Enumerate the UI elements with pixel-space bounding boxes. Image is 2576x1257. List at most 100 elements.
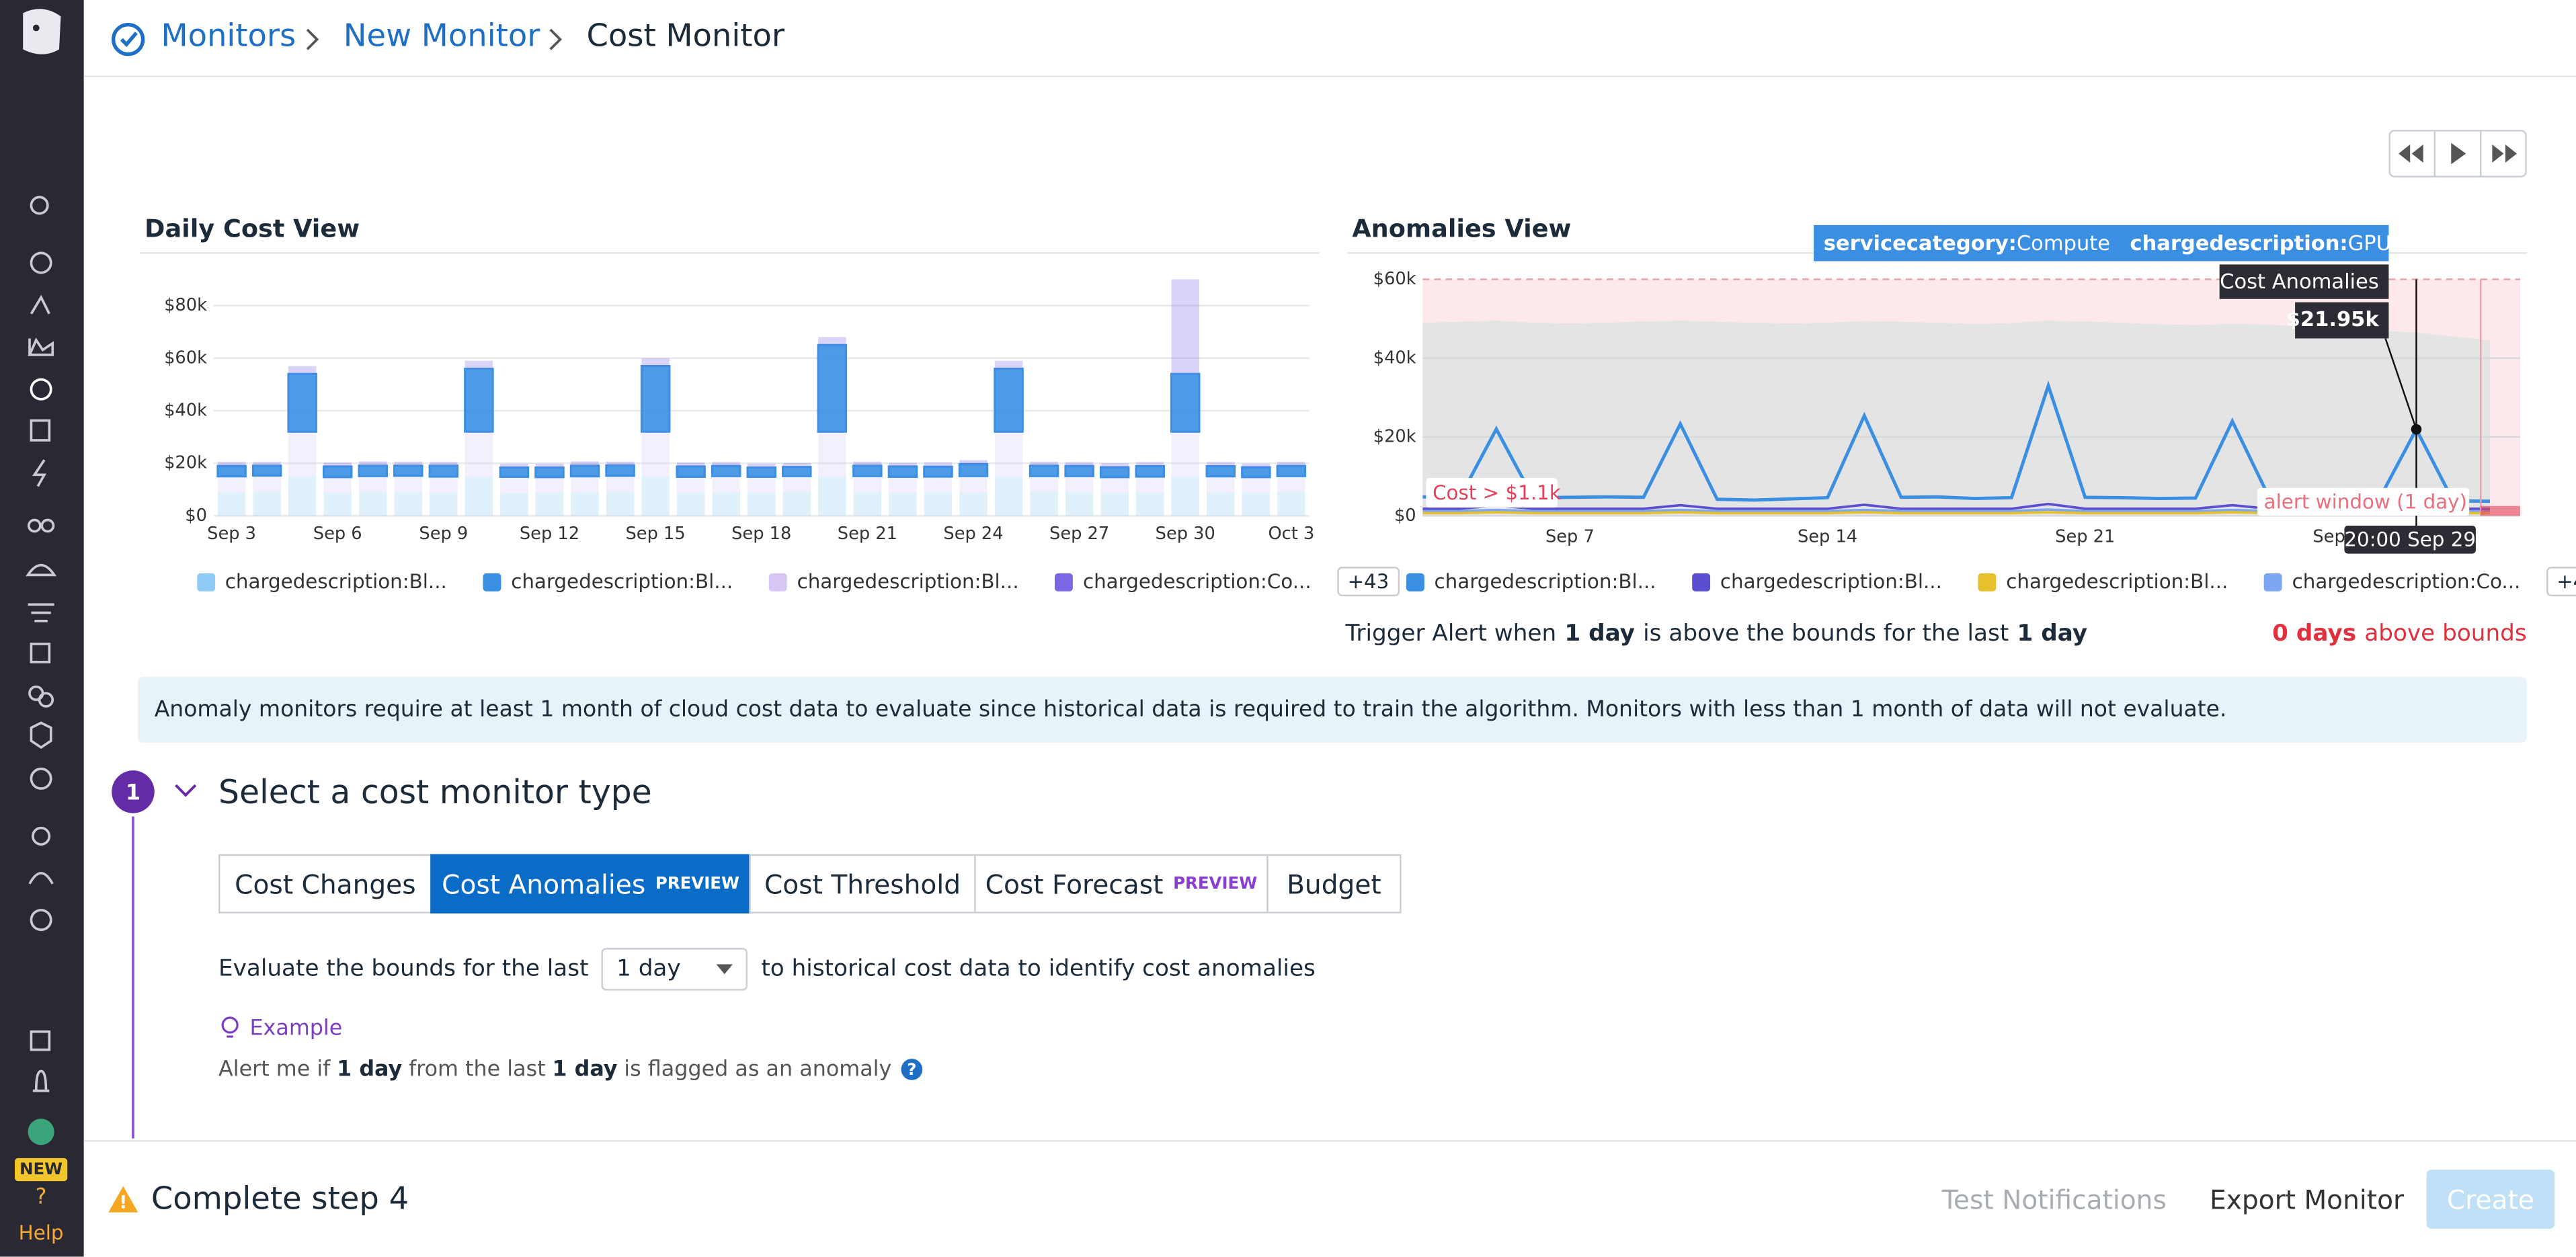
highlighted-bar-segment [287, 372, 317, 433]
nav-apm[interactable] [32, 459, 47, 487]
monitor-type-tab[interactable]: Cost Changes [218, 854, 432, 914]
monitor-type-tab[interactable]: Cost Threshold [749, 854, 976, 914]
nav-monitors[interactable] [30, 378, 52, 401]
bar-segment [1135, 492, 1164, 516]
y-tick-label: $20k [164, 453, 207, 473]
legend-label: chargedescription:Bl... [511, 570, 733, 594]
bar-segment [818, 337, 846, 346]
text: Evaluate the bounds for the last [218, 956, 589, 983]
nav-security[interactable] [30, 643, 51, 663]
topbar-border [83, 75, 2576, 77]
x-tick-label: Sep 12 [520, 524, 579, 544]
bar-segment [1065, 462, 1094, 467]
bar-segment [288, 476, 317, 516]
nav-logs[interactable] [28, 603, 54, 622]
nav-shield[interactable] [30, 721, 52, 749]
nav-notifications[interactable] [32, 1069, 50, 1092]
step-title: Select a cost monitor type [218, 772, 652, 812]
legend-swatch [2264, 572, 2283, 591]
nav-bugs[interactable] [32, 826, 51, 846]
bar-segment [288, 432, 317, 477]
legend-swatch [1406, 572, 1424, 591]
highlighted-bar-segment [605, 464, 635, 477]
play-button[interactable] [2451, 143, 2466, 165]
forward-button[interactable] [2492, 145, 2518, 163]
logo[interactable] [23, 9, 61, 54]
nav-ci[interactable] [30, 909, 52, 932]
nav-integrations[interactable] [30, 1030, 51, 1051]
y-tick-label: $60k [1373, 269, 1416, 289]
nav-cloud-cost[interactable] [26, 563, 57, 577]
nav-history[interactable] [30, 251, 52, 274]
bulb [221, 1016, 239, 1034]
bar-segment [676, 462, 705, 467]
window-dropdown[interactable]: 1 day [602, 948, 748, 991]
text: 1 day [337, 1057, 403, 1082]
breadcrumb-link[interactable]: New Monitor [343, 17, 540, 54]
bar-segment [217, 476, 246, 493]
step-marker: 1 [112, 770, 197, 1139]
bar-segment [535, 492, 564, 516]
nav-dashboards[interactable] [28, 337, 54, 356]
trigger-sentence: Trigger Alert when 1 day is above the boun… [1346, 621, 2088, 647]
tag-tooltip: servicecategory:Compute chargedescription… [1824, 231, 2452, 255]
bar-segment [747, 492, 776, 516]
breadcrumb-link[interactable]: Monitors [161, 17, 296, 54]
monitor-type-tab[interactable]: Budget [1266, 854, 1402, 914]
help-icon[interactable]: ? [898, 1056, 924, 1082]
bar-segment [1171, 476, 1200, 516]
tab-label: Budget [1287, 868, 1381, 900]
trigger-status: 0 days above bounds [2272, 621, 2527, 647]
bar-segment [1207, 462, 1235, 467]
highlighted-bar-segment [887, 465, 918, 478]
tab-label: Cost Threshold [764, 868, 961, 900]
bar-segment [676, 477, 705, 493]
bar-segment [782, 476, 811, 492]
monitor-type-tab[interactable]: Cost Forecast PREVIEW [974, 854, 1269, 914]
x-tick-label: Sep 30 [1156, 524, 1215, 544]
charts: Daily Cost View $0 $20k $40k $60k $80k Sep 3 Se… [139, 214, 2527, 554]
nav-performance[interactable] [28, 872, 54, 885]
bar-segment [747, 463, 776, 468]
highlighted-bar-segment [958, 462, 989, 477]
highlighted-bar-segment [1170, 372, 1201, 433]
nav-watchdog[interactable] [30, 294, 50, 315]
legend-more-button[interactable]: +43 [2546, 567, 2576, 597]
user-avatar[interactable] [28, 1119, 54, 1145]
bar-segment [712, 492, 740, 516]
test-notifications-button[interactable]: Test Notifications [1941, 1184, 2167, 1216]
bar-segment [959, 476, 988, 493]
icon-ring [111, 22, 145, 56]
legend: chargedescription:Bl... chargedescription… [1406, 567, 2576, 597]
example-link[interactable]: Example [218, 1015, 342, 1041]
notice-banner [138, 676, 2527, 743]
bar-segment [430, 492, 458, 516]
bar-segment [818, 476, 846, 516]
nav-metrics[interactable] [27, 518, 42, 533]
monitor-type-tab[interactable]: Cost Anomalies PREVIEW [430, 854, 751, 914]
legend-more-button[interactable]: +43 [1337, 567, 1400, 597]
y-tick-label: $20k [1373, 427, 1416, 447]
highlighted-bar-segment [251, 464, 282, 477]
nav-search[interactable] [30, 196, 49, 215]
threshold-label: Cost > $1.1k [1433, 481, 1561, 504]
tag-text: chargedescription: [2130, 231, 2347, 255]
nav-synthetics[interactable] [30, 767, 52, 790]
rewind-button[interactable] [2399, 145, 2423, 163]
alert-window-label-bg [2257, 487, 2470, 516]
export-monitor-button[interactable]: Export Monitor [2210, 1184, 2405, 1216]
tag-tooltip-bg [1814, 225, 2389, 261]
nav-infra[interactable] [30, 419, 51, 442]
bar-segment [959, 460, 988, 464]
collapse-toggle[interactable] [175, 784, 197, 797]
bar-segment [1030, 491, 1058, 516]
series-tooltip-bg [2219, 264, 2389, 299]
bar-segment [358, 491, 387, 516]
series-tooltip: Cost Anomalies [2220, 270, 2379, 294]
bar-segment [535, 463, 564, 468]
create-button[interactable]: Create [2426, 1170, 2555, 1229]
help-icon[interactable]: ? [36, 1185, 47, 1209]
chart-title: Anomalies View [1352, 214, 1571, 243]
monitors-icon [111, 22, 145, 56]
help-label[interactable]: Help [19, 1221, 64, 1244]
